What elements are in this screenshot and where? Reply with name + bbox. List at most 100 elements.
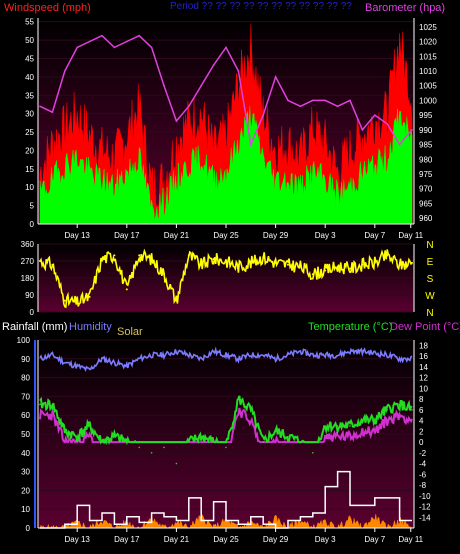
temp-right-tick-label: 14: [419, 363, 428, 372]
temp-left-tick-label: 100: [17, 336, 31, 345]
temperature-point: [225, 446, 227, 449]
barometer-right-tick-label: 1015: [419, 52, 437, 61]
temp-left-tick-label: 80: [21, 374, 30, 383]
barometer-right-tick-label: 985: [419, 141, 433, 150]
barometer-point: [101, 34, 103, 37]
wind-left-tick-label: 5: [30, 202, 35, 211]
direction-point: [287, 263, 289, 266]
barometer-right-tick-label: 960: [419, 214, 433, 223]
wind-date-tick-label: Day 21: [164, 231, 190, 240]
barometer-point: [361, 129, 364, 131]
temperature-point: [411, 409, 413, 411]
temperature-point: [126, 441, 128, 443]
temp-left-tick-label: 50: [21, 430, 30, 439]
direction-point: [113, 254, 116, 257]
temp-right-tick-label: -4: [419, 460, 427, 469]
temperature-point: [212, 441, 215, 443]
barometer-point: [188, 105, 190, 108]
wind-left-tick-label: 45: [25, 54, 34, 63]
temp-panel-series: [39, 346, 413, 529]
temperature-point: [150, 452, 153, 454]
barometer-point: [312, 99, 314, 102]
barometer-point: [398, 143, 401, 146]
barometer-right-tick-label: 990: [419, 126, 433, 135]
barometer-point: [51, 111, 54, 113]
direction-point: [237, 265, 240, 268]
wind-date-tick-label: Day 11: [398, 231, 423, 240]
direction-point: [225, 260, 227, 262]
temperature-point: [299, 441, 302, 443]
temperature-point: [250, 409, 252, 411]
temp-right-tick-label: 0: [419, 438, 424, 447]
direction-point: [101, 258, 103, 261]
temp-right-tick-label: 4: [419, 417, 424, 426]
temp-right-tick-label: -2: [419, 449, 427, 458]
wind-date-tick-label: Day 13: [65, 231, 91, 240]
temperature-point: [175, 462, 178, 465]
wind-date-tick-label: Day 3: [315, 231, 336, 240]
barometer-point: [150, 46, 153, 49]
temperature-point: [349, 425, 351, 427]
direction-point: [187, 254, 190, 257]
temperature-point: [274, 430, 277, 433]
wind-panel-ticks: 0510152025303540455055960965970975980985…: [25, 18, 437, 240]
direction-compass-label: W: [425, 291, 435, 302]
series-average: [39, 106, 413, 225]
wind-left-tick-label: 40: [25, 73, 34, 82]
barometer-point: [175, 120, 178, 122]
wind-left-tick-label: 35: [25, 91, 34, 100]
direction-left-tick-label: 360: [21, 240, 35, 249]
direction-point: [138, 254, 141, 257]
barometer-point: [64, 70, 66, 72]
humidity-label: Humidity: [69, 321, 112, 333]
direction-point: [398, 263, 401, 266]
temp-right-tick-label: -8: [419, 481, 427, 490]
temperature-point: [64, 430, 66, 433]
temp-date-tick-label: Day 29: [263, 535, 289, 544]
series-direction: [39, 248, 413, 309]
barometer-point: [200, 84, 202, 87]
direction-point: [163, 273, 165, 276]
temp-right-tick-label: 10: [419, 384, 428, 393]
temp-date-tick-label: Day 11: [398, 535, 423, 544]
temperature-point: [138, 446, 140, 449]
rainfall-label: Rainfall (mm): [2, 321, 67, 333]
temperature-point: [188, 441, 190, 443]
temperature-point: [200, 435, 202, 438]
series-rainfall: [40, 470, 412, 529]
temperature-point: [163, 446, 165, 449]
barometer-point: [262, 114, 265, 116]
temp-left-tick-label: 0: [26, 524, 31, 533]
barometer-right-tick-label: 1005: [419, 82, 437, 91]
wind-left-tick-label: 50: [25, 36, 34, 45]
temp-left-tick-label: 40: [21, 449, 30, 458]
barometer-right-tick-label: 975: [419, 170, 433, 179]
direction-point: [274, 261, 277, 264]
temp-date-tick-label: Day 3: [315, 535, 336, 544]
barometer-point: [336, 105, 339, 108]
temperature-point: [398, 403, 401, 406]
direction-point: [125, 288, 128, 291]
barometer-right-tick-label: 1020: [419, 38, 437, 47]
direction-point: [386, 254, 389, 257]
direction-point: [249, 261, 252, 264]
barometer-point: [299, 105, 302, 108]
temp-panel-ticks: 0 10 20 30 40 50 60 70 80 90 100 -14-12 -10 -8 -6-4 -2 0…: [17, 336, 431, 544]
direction-point: [361, 263, 364, 266]
direction-point: [150, 258, 153, 261]
barometer-point: [250, 143, 252, 146]
barometer-right-tick-label: 1025: [419, 23, 437, 32]
barometer-right-tick-label: 970: [419, 185, 433, 194]
temp-right-tick-label: 18: [419, 341, 428, 350]
temperature-label: Temperature (°C): [308, 321, 392, 333]
direction-point: [262, 256, 265, 259]
direction-left-tick-label: 0: [30, 308, 35, 317]
barometer-point: [237, 70, 240, 72]
direction-left-tick-label: 180: [21, 274, 35, 283]
wind-left-tick-label: 0: [30, 220, 35, 229]
temp-right-tick-label: 8: [419, 395, 424, 404]
temp-date-tick-label: Day 17: [114, 535, 140, 544]
temp-date-tick-label: Day 25: [213, 535, 239, 544]
temperature-point: [386, 409, 389, 411]
